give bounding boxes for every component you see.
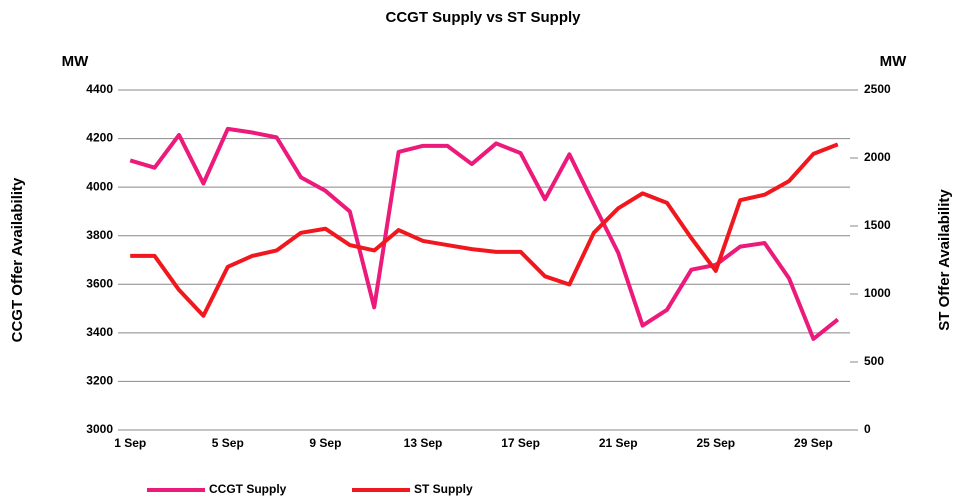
legend-label: CCGT Supply — [209, 482, 287, 496]
line-series — [130, 142, 839, 318]
y2-axis-title: ST Offer Availability — [936, 189, 953, 331]
y-tick-label: 3200 — [86, 374, 113, 388]
x-tick-label: 29 Sep — [794, 436, 833, 450]
y-tick-label: 3000 — [86, 422, 113, 436]
x-tick-label: 17 Sep — [501, 436, 540, 450]
y2-tick-label: 2000 — [864, 150, 891, 164]
y2-unit: MW — [880, 53, 907, 70]
y-tick-label: 3400 — [86, 325, 113, 339]
y2-tick-label: 1000 — [864, 286, 891, 300]
line-series — [129, 126, 840, 341]
x-tick-label: 5 Sep — [212, 436, 244, 450]
y-tick-label: 4000 — [86, 179, 113, 193]
y2-tick-label: 1500 — [864, 218, 891, 232]
y-unit: MW — [62, 53, 89, 70]
chart-title: CCGT Supply vs ST Supply — [385, 9, 581, 26]
x-tick-label: 9 Sep — [309, 436, 341, 450]
y-tick-label: 4400 — [86, 82, 113, 96]
x-tick-label: 1 Sep — [114, 436, 146, 450]
x-tick-label: 25 Sep — [696, 436, 735, 450]
y-tick-label: 3600 — [86, 276, 113, 290]
x-tick-label: 21 Sep — [599, 436, 638, 450]
x-tick-label: 13 Sep — [404, 436, 443, 450]
y-tick-label: 3800 — [86, 228, 113, 242]
y2-tick-label: 0 — [864, 422, 871, 436]
y-axis-title: CCGT Offer Availability — [9, 177, 26, 342]
y2-tick-label: 500 — [864, 354, 884, 368]
y2-tick-label: 2500 — [864, 82, 891, 96]
y-tick-label: 4200 — [86, 131, 113, 145]
legend-label: ST Supply — [414, 482, 473, 496]
